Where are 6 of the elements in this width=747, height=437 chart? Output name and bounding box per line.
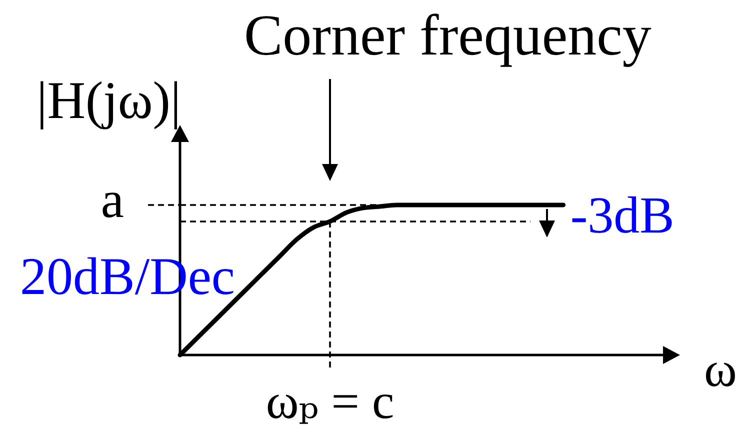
text: ωₚ = c [266,373,394,429]
text: Corner frequency [244,2,652,68]
ref-line-label: -3dB [570,187,674,244]
x-axis-title: ω [704,341,737,397]
y-axis-title: |H(jω)| [36,72,181,130]
ref-line-label: a [100,172,124,229]
